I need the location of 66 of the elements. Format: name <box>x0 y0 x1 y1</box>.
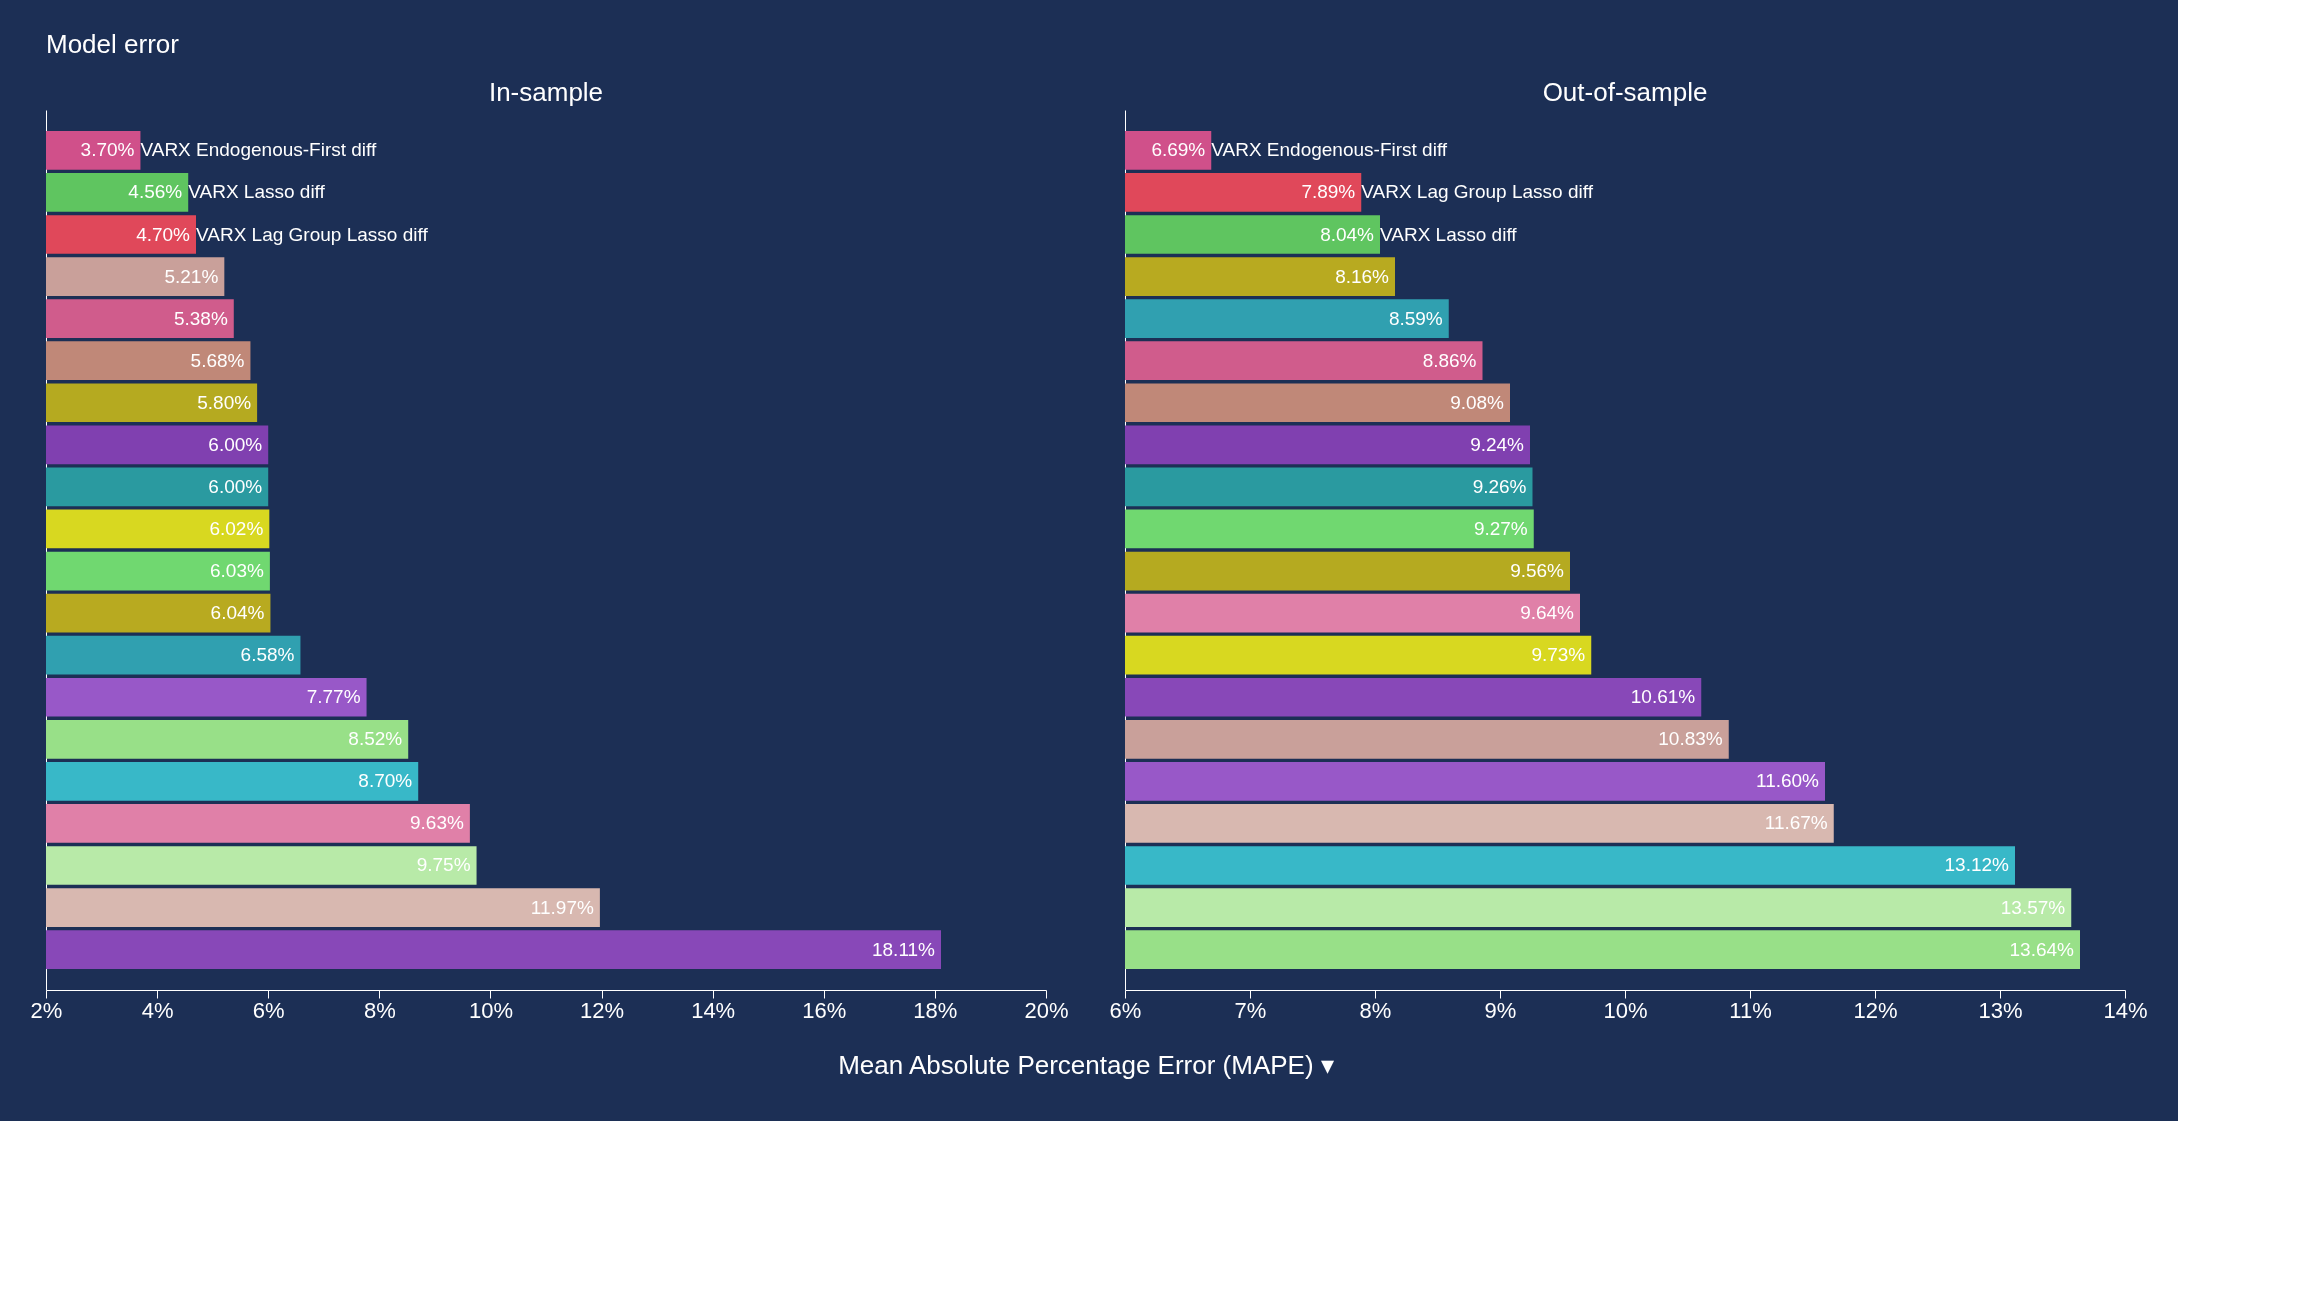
data-label: 4.70% <box>136 223 191 245</box>
category-label: VARX Lasso diff <box>188 181 325 203</box>
data-label: 8.16% <box>1335 265 1390 287</box>
x-tick-label: 8% <box>363 997 396 1023</box>
data-label: 5.21% <box>164 265 219 287</box>
x-tick-label: 9% <box>1484 997 1517 1023</box>
x-tick-label: 18% <box>913 997 958 1023</box>
x-tick-label: 10% <box>468 997 513 1023</box>
data-label: 13.12% <box>1944 854 2010 876</box>
data-label: 9.56% <box>1510 560 1565 582</box>
data-label: 9.75% <box>416 854 471 876</box>
data-label: 5.80% <box>197 391 252 413</box>
data-label: 7.89% <box>1301 181 1356 203</box>
data-label: 4.56% <box>128 181 183 203</box>
x-tick-label: 7% <box>1234 997 1267 1023</box>
x-tick-label: 6% <box>252 997 285 1023</box>
x-tick-label: 6% <box>1109 997 1142 1023</box>
x-tick-label: 20% <box>1024 997 1069 1023</box>
data-label: 13.64% <box>2009 938 2075 960</box>
data-label: 8.59% <box>1388 307 1443 329</box>
data-label: 9.64% <box>1520 602 1575 624</box>
data-label: 9.73% <box>1531 644 1586 666</box>
data-label: 6.58% <box>240 644 295 666</box>
data-label: 3.70% <box>80 139 135 161</box>
data-label: 7.77% <box>306 686 361 708</box>
data-label: 9.26% <box>1472 475 1527 497</box>
x-tick-label: 2% <box>30 997 63 1023</box>
x-tick-label: 10% <box>1603 997 1648 1023</box>
data-label: 10.61% <box>1630 686 1696 708</box>
data-label: 9.27% <box>1473 517 1528 539</box>
x-tick-label: 8% <box>1359 997 1392 1023</box>
category-label: VARX Endogenous-First diff <box>140 139 377 161</box>
data-label: 8.04% <box>1320 223 1375 245</box>
data-label: 9.63% <box>410 812 464 834</box>
data-label: 11.60% <box>1755 770 1820 792</box>
x-tick-label: 11% <box>1729 997 1772 1023</box>
text: Mean Absolute Percentage Error (MAPE) ▾ <box>838 1050 1334 1080</box>
x-tick-label: 13% <box>1978 997 2023 1023</box>
x-tick-label: 14% <box>691 997 736 1023</box>
x-tick-label: 12% <box>580 997 625 1023</box>
data-label: 6.69% <box>1151 139 1206 161</box>
data-label: 6.03% <box>210 560 264 582</box>
data-label: 6.02% <box>209 517 264 539</box>
data-label: 6.04% <box>210 602 265 624</box>
data-label: 6.00% <box>208 475 263 497</box>
data-label: 10.83% <box>1658 728 1723 750</box>
data-label: 5.38% <box>173 307 228 329</box>
data-label: 13.57% <box>2000 896 2066 918</box>
data-label: 9.24% <box>1470 433 1525 455</box>
data-label: 5.68% <box>190 349 245 371</box>
data-label: 9.08% <box>1450 391 1505 413</box>
data-label: 8.52% <box>348 728 403 750</box>
x-tick-label: 12% <box>1853 997 1898 1023</box>
data-label: 11.67% <box>1764 812 1828 834</box>
chart-title: Out-of-sample <box>1542 77 1708 107</box>
text: Model error <box>46 29 180 59</box>
x-tick-label: 16% <box>802 997 847 1023</box>
x-tick-label: 14% <box>2103 997 2148 1023</box>
data-label: 6.00% <box>208 433 263 455</box>
data-label: 8.70% <box>358 770 413 792</box>
category-label: VARX Lag Group Lasso diff <box>196 223 428 245</box>
x-tick-label: 4% <box>141 997 174 1023</box>
chart-title: In-sample <box>488 77 604 107</box>
data-label: 8.86% <box>1422 349 1477 371</box>
data-label: 11.97% <box>530 896 594 918</box>
data-label: 18.11% <box>871 938 936 960</box>
